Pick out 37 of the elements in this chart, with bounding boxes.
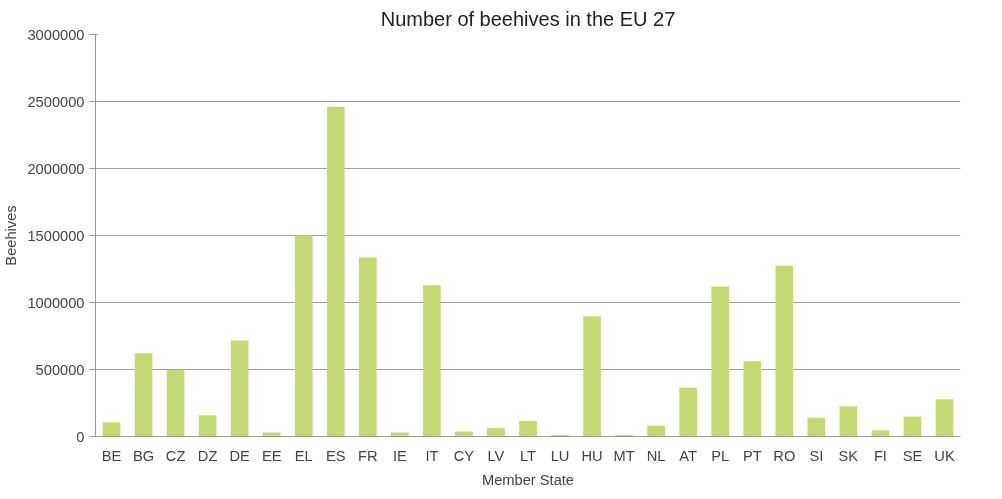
y-tick-label: 3000000 — [27, 26, 85, 43]
x-tick-label: DE — [229, 447, 251, 464]
x-tick-label: UK — [934, 447, 955, 464]
y-tick-label: 1500000 — [27, 227, 85, 244]
x-axis-title: Member State — [481, 471, 575, 488]
x-tick-label: LU — [550, 447, 570, 464]
x-tick-label: MT — [613, 447, 635, 464]
x-tick-label: LT — [519, 447, 537, 464]
x-tick-label: IT — [425, 447, 439, 464]
x-tick-label: NL — [646, 447, 666, 464]
y-tick-label: 1000000 — [27, 294, 85, 311]
y-tick-label: 2500000 — [27, 93, 85, 110]
x-tick-label: SK — [838, 447, 859, 464]
x-tick-label: FR — [358, 447, 378, 464]
x-tick-label: HU — [581, 447, 603, 464]
x-tick-label: AT — [679, 447, 698, 464]
x-tick-label: SE — [902, 447, 923, 464]
y-tick-label: 500000 — [35, 361, 85, 378]
y-tick-label: 2000000 — [27, 160, 85, 177]
y-axis-title: Beehives — [3, 205, 20, 266]
x-tick-label: CY — [453, 447, 475, 464]
chart-title: Number of beehives in the EU 27 — [380, 7, 676, 30]
x-tick-label: LV — [487, 447, 505, 464]
x-tick-label: RO — [773, 447, 796, 464]
x-tick-label: DZ — [197, 447, 218, 464]
y-tick-label: 0 — [76, 428, 85, 445]
x-tick-label: IE — [392, 447, 407, 464]
x-tick-label: EE — [261, 447, 282, 464]
x-tick-label: FI — [873, 447, 887, 464]
x-tick-label: CZ — [165, 447, 186, 464]
x-tick-label: EL — [294, 447, 313, 464]
x-tick-label: BG — [132, 447, 155, 464]
x-tick-label: PL — [711, 447, 730, 464]
x-tick-label: SI — [809, 447, 824, 464]
x-tick-label: PT — [742, 447, 762, 464]
x-tick-label: ES — [326, 447, 346, 464]
x-tick-label: BE — [101, 447, 122, 464]
